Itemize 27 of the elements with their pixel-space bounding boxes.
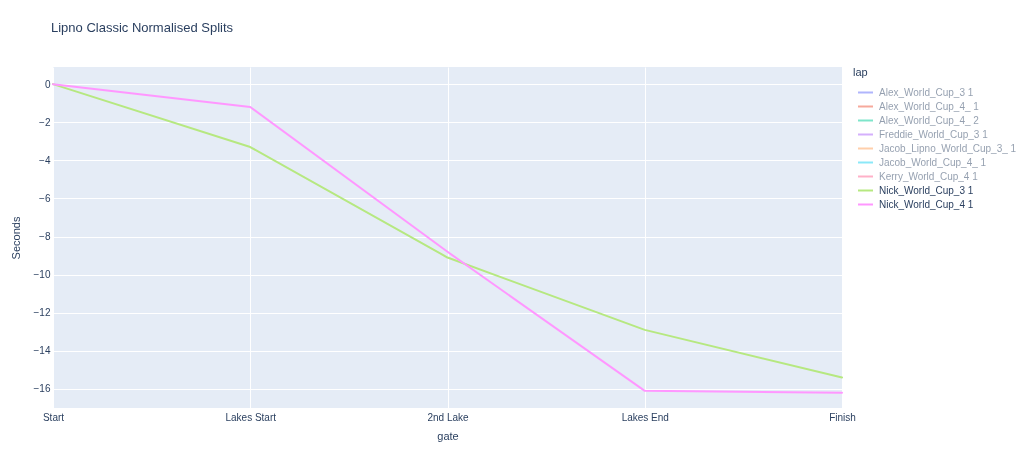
legend-label: Nick_World_Cup_3 1 [879, 184, 974, 196]
x-tick-label: Finish [829, 411, 856, 423]
y-tick-label: −8 [39, 231, 51, 243]
legend-label: Jacob_World_Cup_4_ 1 [879, 156, 987, 168]
x-tick-label: Lakes Start [225, 411, 277, 423]
legend-label: Alex_World_Cup_4_ 1 [879, 100, 980, 112]
chart-title: Lipno Classic Normalised Splits [51, 20, 234, 35]
y-tick-label: −16 [33, 383, 51, 395]
legend-label: Alex_World_Cup_4_ 2 [879, 114, 980, 126]
x-tick-label: Start [42, 411, 65, 423]
legend-title: lap [853, 66, 868, 78]
y-tick-label: −12 [33, 307, 51, 319]
y-axis-title: Seconds [9, 216, 22, 260]
legend-label: Kerry_World_Cup_4 1 [879, 170, 979, 182]
y-tick-label: −4 [39, 154, 51, 166]
legend-label: Jacob_Lipno_World_Cup_3_ 1 [879, 142, 1017, 154]
legend-label: Freddie_World_Cup_3 1 [879, 128, 989, 140]
y-tick-label: −10 [33, 269, 51, 281]
x-tick-label: Lakes End [621, 411, 669, 423]
legend-label: Nick_World_Cup_4 1 [879, 198, 974, 210]
y-tick-label: −14 [33, 345, 51, 357]
x-axis-title: gate [437, 429, 459, 442]
y-tick-label: 0 [44, 78, 51, 90]
y-tick-label: −2 [39, 116, 51, 128]
x-tick-label: 2nd Lake [427, 411, 470, 423]
y-tick-label: −6 [39, 192, 51, 204]
legend-label: Alex_World_Cup_3 1 [879, 86, 974, 98]
